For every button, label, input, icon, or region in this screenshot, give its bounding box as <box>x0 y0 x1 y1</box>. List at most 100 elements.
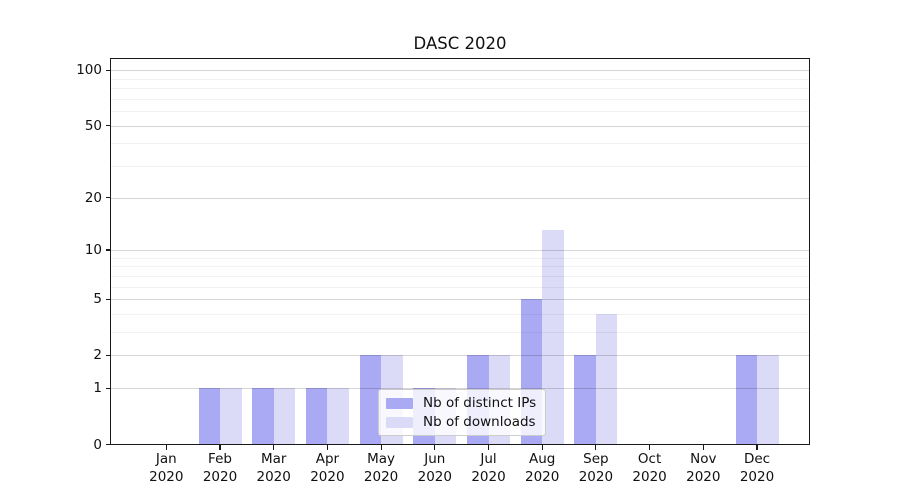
y-tick-label: 100 <box>76 62 102 79</box>
gridline-minor <box>111 143 809 145</box>
x-tick-year: 2020 <box>632 468 667 485</box>
x-tick-label: Jan 2020 <box>134 451 198 486</box>
bar-distinct-ips-dec <box>735 355 757 445</box>
bar-distinct-ips-sep <box>574 355 596 445</box>
x-tick-month: Jul <box>480 451 497 467</box>
bar-downloads-feb <box>220 388 242 445</box>
y-tick-mark <box>106 354 110 357</box>
x-tick-mark <box>541 445 543 450</box>
y-tick-label: 10 <box>84 241 102 258</box>
gridline-major <box>111 355 809 357</box>
bar-downloads-sep <box>595 313 618 445</box>
gridline-minor <box>111 286 809 288</box>
plot-frame <box>110 58 810 445</box>
x-tick-label: Mar 2020 <box>242 451 306 486</box>
bar-distinct-ips-apr <box>305 388 328 445</box>
x-tick-month: Mar <box>260 451 287 467</box>
legend-item-distinct-ips: Nb of distinct IPs <box>386 395 538 411</box>
x-tick-label: Dec 2020 <box>725 451 789 486</box>
x-tick-label: Jul 2020 <box>457 451 521 486</box>
gridline-minor <box>111 78 809 80</box>
x-tick-mark <box>273 445 275 450</box>
x-tick-mark <box>595 445 597 450</box>
x-tick-year: 2020 <box>578 468 614 485</box>
x-tick-month: Aug <box>529 451 556 467</box>
x-tick-month: Apr <box>315 451 340 467</box>
y-tick-mark <box>106 444 110 446</box>
bar-distinct-ips-feb <box>198 388 220 445</box>
gridline-minor <box>111 257 809 259</box>
x-tick-year: 2020 <box>202 468 238 485</box>
chart-title: DASC 2020 <box>413 34 507 53</box>
y-tick-label: 5 <box>93 291 102 308</box>
x-tick-year: 2020 <box>686 468 721 485</box>
x-tick-mark <box>756 445 758 450</box>
y-tick-mark <box>106 387 110 389</box>
gridline-major <box>111 299 809 301</box>
x-tick-label: Aug 2020 <box>510 451 574 486</box>
gridline-major <box>111 70 809 72</box>
bar-downloads-mar <box>273 388 296 445</box>
x-tick-mark <box>219 445 221 450</box>
legend-swatch-distinct-ips <box>386 397 413 409</box>
x-tick-label: Apr 2020 <box>295 451 359 486</box>
gridline-minor <box>111 98 809 100</box>
x-tick-month: Jun <box>424 451 446 467</box>
y-tick-mark <box>106 298 110 300</box>
x-tick-label: May 2020 <box>349 451 413 486</box>
x-tick-year: 2020 <box>363 468 399 485</box>
x-tick-year: 2020 <box>471 468 506 485</box>
bar-distinct-ips-may <box>359 355 382 445</box>
y-tick-mark <box>106 249 110 251</box>
y-tick-label: 50 <box>84 117 102 134</box>
x-tick-year: 2020 <box>149 468 184 485</box>
x-tick-label: Feb 2020 <box>188 451 252 486</box>
bar-downloads-apr <box>327 388 349 445</box>
y-tick-mark <box>106 69 110 71</box>
bar-distinct-ips-mar <box>252 388 274 445</box>
x-tick-month: Dec <box>743 451 771 467</box>
gridline-minor <box>111 266 809 268</box>
y-tick-label: 20 <box>84 189 102 206</box>
x-tick-label: Nov 2020 <box>671 451 735 486</box>
x-tick-year: 2020 <box>310 468 345 485</box>
y-tick-label: 0 <box>93 436 102 453</box>
x-tick-mark <box>487 445 490 450</box>
x-tick-year: 2020 <box>525 468 560 485</box>
x-tick-mark <box>649 445 651 450</box>
gridline-major <box>111 125 809 127</box>
x-tick-year: 2020 <box>417 468 452 485</box>
x-tick-year: 2020 <box>256 468 291 485</box>
x-tick-label: Sep 2020 <box>564 451 628 486</box>
legend-label-downloads: Nb of downloads <box>423 414 536 430</box>
x-tick-month: Jan <box>155 451 177 467</box>
legend-item-downloads: Nb of downloads <box>386 414 538 430</box>
gridline-minor <box>111 332 809 334</box>
x-tick-month: Nov <box>690 451 717 467</box>
gridline-minor <box>111 313 809 315</box>
legend-swatch-downloads <box>386 416 413 428</box>
x-tick-label: Jun 2020 <box>403 451 467 486</box>
x-tick-mark <box>380 445 382 450</box>
gridline-major <box>111 197 809 199</box>
x-tick-year: 2020 <box>739 468 775 485</box>
gridline-minor <box>111 165 809 167</box>
gridline-major <box>111 249 809 251</box>
x-tick-mark <box>165 445 167 450</box>
gridline-minor <box>111 87 809 89</box>
gridline-major <box>111 388 809 390</box>
bar-downloads-dec <box>757 355 779 445</box>
y-tick-mark <box>106 125 110 127</box>
y-tick-label: 1 <box>93 380 102 397</box>
x-tick-mark <box>326 445 328 450</box>
bar-downloads-aug <box>542 230 564 445</box>
x-tick-label: Oct 2020 <box>618 451 682 486</box>
legend: Nb of distinct IPs Nb of downloads <box>378 389 546 436</box>
x-tick-mark <box>434 445 436 450</box>
x-tick-month: Oct <box>637 451 662 467</box>
x-tick-month: Feb <box>208 451 232 467</box>
gridline-minor <box>111 111 809 112</box>
x-tick-month: May <box>367 451 396 467</box>
gridline-minor <box>111 275 809 277</box>
